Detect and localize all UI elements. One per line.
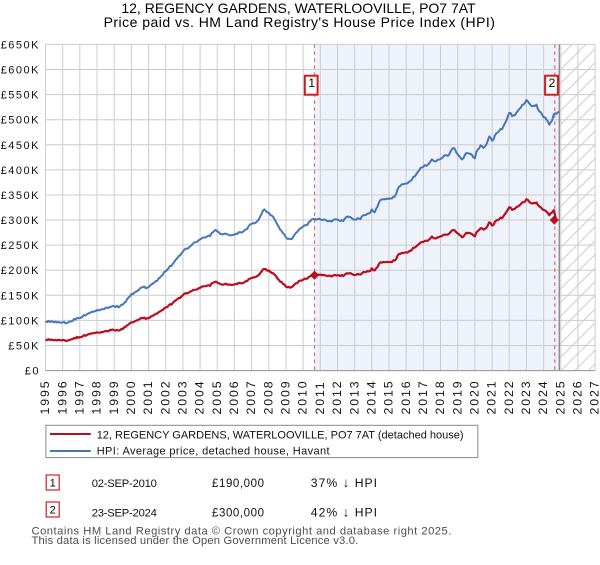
svg-text:2: 2 bbox=[50, 505, 56, 517]
svg-text:2005: 2005 bbox=[210, 380, 224, 415]
svg-text:£300K: £300K bbox=[1, 215, 40, 227]
svg-text:£600K: £600K bbox=[1, 65, 40, 77]
svg-text:£500K: £500K bbox=[1, 115, 40, 127]
svg-text:2022: 2022 bbox=[502, 380, 516, 415]
svg-text:2027: 2027 bbox=[588, 380, 600, 415]
svg-text:£150K: £150K bbox=[1, 290, 40, 302]
svg-text:2016: 2016 bbox=[399, 380, 413, 415]
svg-text:1: 1 bbox=[308, 76, 315, 90]
svg-text:£350K: £350K bbox=[1, 190, 40, 202]
svg-text:1999: 1999 bbox=[107, 380, 121, 415]
svg-text:1996: 1996 bbox=[55, 380, 69, 415]
svg-text:2018: 2018 bbox=[433, 380, 447, 415]
svg-text:2015: 2015 bbox=[382, 380, 396, 415]
svg-text:£0: £0 bbox=[25, 366, 40, 378]
svg-text:2008: 2008 bbox=[261, 380, 275, 415]
svg-text:2009: 2009 bbox=[279, 380, 293, 415]
svg-text:£250K: £250K bbox=[1, 240, 40, 252]
svg-text:2020: 2020 bbox=[468, 380, 482, 415]
svg-text:2025: 2025 bbox=[553, 380, 567, 415]
svg-text:42% ↓ HPI: 42% ↓ HPI bbox=[311, 504, 378, 519]
svg-text:£50K: £50K bbox=[8, 341, 40, 353]
svg-text:£200K: £200K bbox=[1, 265, 40, 277]
svg-text:2007: 2007 bbox=[244, 380, 258, 415]
svg-text:2017: 2017 bbox=[416, 380, 430, 415]
svg-text:2014: 2014 bbox=[364, 380, 378, 415]
svg-text:2006: 2006 bbox=[227, 380, 241, 415]
svg-text:£400K: £400K bbox=[1, 165, 40, 177]
svg-text:2001: 2001 bbox=[141, 380, 155, 415]
svg-text:1997: 1997 bbox=[72, 380, 86, 415]
svg-text:£300,000: £300,000 bbox=[212, 507, 265, 519]
svg-text:2021: 2021 bbox=[485, 380, 499, 415]
svg-text:23-SEP-2024: 23-SEP-2024 bbox=[92, 507, 157, 519]
svg-text:2019: 2019 bbox=[450, 380, 464, 415]
svg-text:1995: 1995 bbox=[38, 380, 52, 415]
svg-text:02-SEP-2010: 02-SEP-2010 bbox=[92, 478, 157, 490]
svg-text:£450K: £450K bbox=[1, 140, 40, 152]
svg-text:£100K: £100K bbox=[1, 315, 40, 327]
svg-text:2012: 2012 bbox=[330, 380, 344, 415]
svg-text:£190,000: £190,000 bbox=[212, 478, 265, 490]
svg-text:2003: 2003 bbox=[176, 380, 190, 415]
svg-text:HPI: Average price, detached h: HPI: Average price, detached house, Hava… bbox=[97, 445, 330, 457]
svg-text:2: 2 bbox=[549, 76, 556, 90]
svg-text:37% ↓ HPI: 37% ↓ HPI bbox=[311, 475, 378, 490]
svg-text:2010: 2010 bbox=[296, 380, 310, 415]
svg-text:2004: 2004 bbox=[193, 380, 207, 415]
svg-text:12, REGENCY GARDENS, WATERLOOV: 12, REGENCY GARDENS, WATERLOOVILLE, PO7 … bbox=[97, 429, 464, 441]
svg-text:2024: 2024 bbox=[536, 380, 550, 415]
svg-text:2002: 2002 bbox=[158, 380, 172, 415]
svg-text:2026: 2026 bbox=[571, 380, 585, 415]
svg-text:£650K: £650K bbox=[1, 39, 40, 51]
svg-text:This data is licensed under th: This data is licensed under the Open Gov… bbox=[32, 535, 359, 547]
svg-text:12, REGENCY GARDENS, WATERLOOV: 12, REGENCY GARDENS, WATERLOOVILLE, PO7 … bbox=[121, 0, 476, 16]
svg-text:2000: 2000 bbox=[124, 380, 138, 415]
svg-text:1: 1 bbox=[50, 478, 56, 490]
svg-text:Price paid vs. HM Land Registr: Price paid vs. HM Land Registry's House … bbox=[104, 14, 496, 30]
svg-text:1998: 1998 bbox=[90, 380, 104, 415]
svg-text:Contains HM Land Registry data: Contains HM Land Registry data © Crown c… bbox=[32, 526, 452, 538]
svg-text:2023: 2023 bbox=[519, 380, 533, 415]
svg-text:2013: 2013 bbox=[347, 380, 361, 415]
svg-text:£550K: £550K bbox=[1, 90, 40, 102]
svg-text:2011: 2011 bbox=[313, 380, 327, 414]
